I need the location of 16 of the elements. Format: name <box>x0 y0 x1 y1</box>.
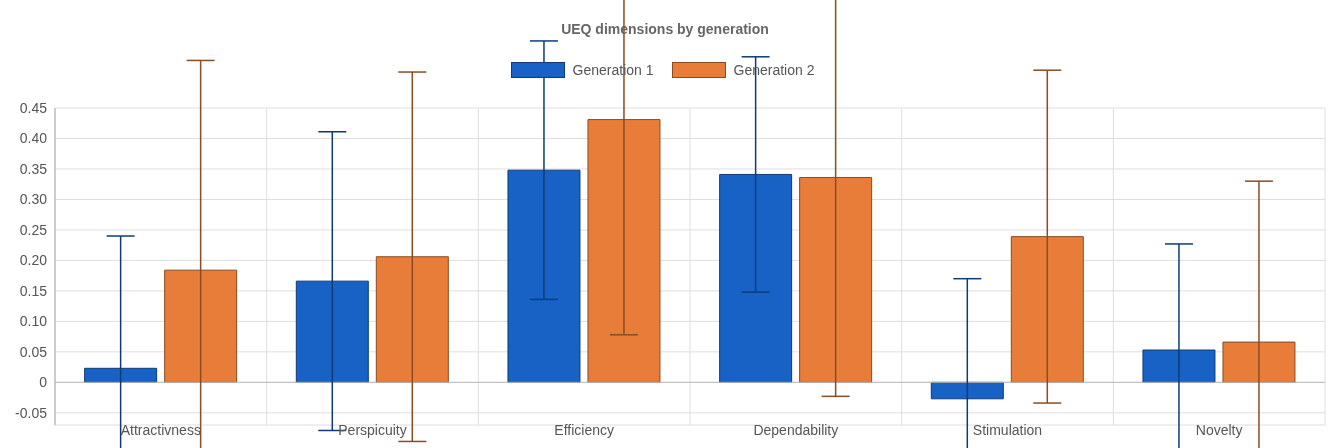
y-tick-label: 0 <box>39 374 48 391</box>
x-tick-label: Efficiency <box>554 421 614 438</box>
y-tick-label: 0.10 <box>19 313 48 330</box>
y-tick-label: 0.45 <box>19 99 48 116</box>
y-tick-label: 0.30 <box>19 191 48 208</box>
y-tick-label: 0.20 <box>19 252 48 269</box>
y-tick-label: 0.40 <box>19 130 48 147</box>
x-tick-label: Novelty <box>1195 421 1243 438</box>
y-tick-label: -0.05 <box>15 404 48 421</box>
x-tick-label: Dependability <box>753 421 839 438</box>
x-tick-label: Stimulation <box>972 421 1043 438</box>
y-tick-label: 0.15 <box>19 282 48 299</box>
y-tick-label: 0.25 <box>19 221 48 238</box>
y-tick-label: 0.35 <box>19 160 48 177</box>
x-tick-label: Perspicuity <box>338 421 407 438</box>
y-tick-label: 0.05 <box>19 343 48 360</box>
